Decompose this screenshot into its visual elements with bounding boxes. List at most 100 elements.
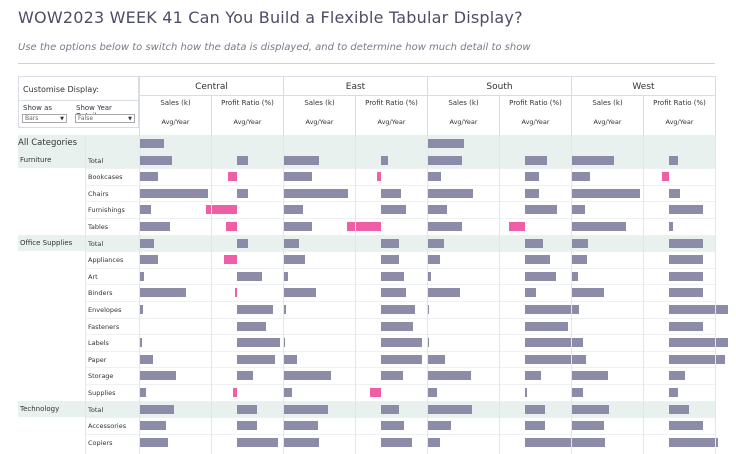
profit-bar-south[interactable]: [525, 404, 545, 414]
sales-bar-central[interactable]: [140, 388, 146, 397]
profit-bar-west[interactable]: [669, 388, 678, 397]
profit-bar-central[interactable]: [237, 271, 263, 281]
sales-bar-east[interactable]: [284, 388, 292, 397]
profit-bar-central[interactable]: [235, 288, 237, 298]
sales-bar-east[interactable]: [284, 288, 316, 298]
profit-bar-west[interactable]: [661, 172, 669, 182]
sales-bar-east[interactable]: [284, 205, 303, 215]
sales-bar-east[interactable]: [284, 255, 305, 265]
all-categories-label[interactable]: All Categories: [18, 138, 78, 148]
profit-bar-west[interactable]: [669, 338, 729, 348]
profit-bar-east[interactable]: [381, 421, 405, 431]
sales-bar-west[interactable]: [572, 421, 604, 431]
profit-bar-central[interactable]: [237, 421, 257, 431]
profit-bar-east[interactable]: [346, 222, 381, 231]
sales-bar-central[interactable]: [140, 172, 158, 182]
sales-bar-east[interactable]: [284, 155, 319, 165]
sales-bar-west[interactable]: [572, 188, 640, 198]
sales-bar-west[interactable]: [572, 205, 585, 215]
sales-bar-central[interactable]: [140, 205, 151, 215]
sales-bar-west[interactable]: [572, 155, 614, 165]
profit-bar-central[interactable]: [237, 305, 273, 314]
profit-bar-west[interactable]: [669, 371, 686, 381]
profit-bar-west[interactable]: [669, 288, 704, 298]
sales-bar-south[interactable]: [428, 271, 431, 281]
sales-bar-east[interactable]: [284, 404, 328, 414]
sales-bar-south[interactable]: [428, 338, 429, 348]
measure-header-profit[interactable]: Profit Ratio (%): [499, 95, 571, 109]
sales-bar-south[interactable]: [428, 172, 441, 182]
profit-bar-east[interactable]: [381, 371, 403, 381]
profit-bar-east[interactable]: [381, 288, 407, 298]
profit-bar-south[interactable]: [525, 238, 543, 248]
sales-bar-central[interactable]: [140, 338, 142, 348]
measure-header-sales[interactable]: Sales (k): [427, 95, 499, 109]
sales-bar-central[interactable]: [140, 354, 153, 364]
sales-bar-west[interactable]: [572, 222, 626, 231]
profit-bar-south[interactable]: [525, 388, 527, 397]
region-header-east[interactable]: East: [283, 76, 427, 95]
sales-bar-central[interactable]: [140, 222, 170, 231]
measure-header-sales[interactable]: Sales (k): [139, 95, 211, 109]
profit-bar-west[interactable]: [669, 321, 704, 331]
sales-bar-south[interactable]: [428, 371, 471, 381]
profit-bar-central[interactable]: [237, 404, 257, 414]
sales-bar-east[interactable]: [284, 371, 331, 381]
profit-bar-east[interactable]: [381, 205, 407, 215]
sales-bar-central[interactable]: [140, 305, 143, 314]
profit-bar-south[interactable]: [525, 188, 540, 198]
profit-bar-west[interactable]: [669, 222, 673, 231]
sales-bar-south[interactable]: [428, 354, 445, 364]
sales-bar-east[interactable]: [284, 437, 319, 447]
sales-bar-south[interactable]: [428, 222, 462, 231]
sales-bar-east[interactable]: [284, 222, 312, 231]
profit-bar-central[interactable]: [237, 371, 254, 381]
profit-bar-east[interactable]: [381, 238, 399, 248]
sales-bar-east[interactable]: [284, 172, 312, 182]
sales-bar-west[interactable]: [572, 288, 604, 298]
profit-bar-east[interactable]: [370, 388, 381, 397]
sales-bar-south[interactable]: [428, 437, 440, 447]
measure-header-profit[interactable]: Profit Ratio (%): [643, 95, 715, 109]
profit-bar-south[interactable]: [525, 172, 540, 182]
sales-bar-west[interactable]: [572, 338, 573, 348]
profit-bar-south[interactable]: [525, 338, 583, 348]
sales-bar-west[interactable]: [572, 238, 588, 248]
profit-bar-central[interactable]: [237, 354, 275, 364]
sales-bar-south[interactable]: [428, 421, 451, 431]
sales-bar-west[interactable]: [572, 305, 574, 314]
profit-bar-south[interactable]: [508, 222, 525, 231]
sales-bar-south[interactable]: [428, 388, 437, 397]
sales-bar-east[interactable]: [284, 421, 318, 431]
profit-bar-east[interactable]: [381, 338, 423, 348]
profit-bar-west[interactable]: [669, 188, 680, 198]
profit-bar-east[interactable]: [381, 271, 405, 281]
profit-bar-south[interactable]: [525, 288, 536, 298]
sales-bar-south[interactable]: [428, 305, 429, 314]
sales-bar-central[interactable]: [140, 404, 174, 414]
profit-bar-west[interactable]: [669, 305, 729, 314]
sales-bar-south[interactable]: [428, 238, 444, 248]
profit-bar-west[interactable]: [669, 437, 718, 447]
profit-bar-west[interactable]: [669, 155, 678, 165]
sales-bar-central[interactable]: [140, 188, 208, 198]
profit-bar-central[interactable]: [226, 222, 237, 231]
profit-bar-west[interactable]: [669, 205, 704, 215]
sales-bar-central[interactable]: [140, 371, 176, 381]
sales-bar-west[interactable]: [572, 437, 605, 447]
profit-bar-east[interactable]: [381, 255, 399, 265]
measure-header-sales[interactable]: Sales (k): [283, 95, 355, 109]
measure-header-profit[interactable]: Profit Ratio (%): [211, 95, 283, 109]
sales-bar-central[interactable]: [140, 238, 154, 248]
profit-bar-east[interactable]: [381, 155, 389, 165]
profit-bar-south[interactable]: [525, 205, 558, 215]
sales-bar-west[interactable]: [572, 255, 587, 265]
sales-bar-central[interactable]: [140, 155, 172, 165]
profit-bar-south[interactable]: [525, 371, 542, 381]
sales-bar-south[interactable]: [428, 155, 462, 165]
profit-bar-south[interactable]: [525, 321, 569, 331]
sales-bar-west[interactable]: [572, 388, 583, 397]
profit-bar-central[interactable]: [237, 155, 248, 165]
sales-bar-central[interactable]: [140, 139, 164, 148]
profit-bar-east[interactable]: [381, 404, 399, 414]
